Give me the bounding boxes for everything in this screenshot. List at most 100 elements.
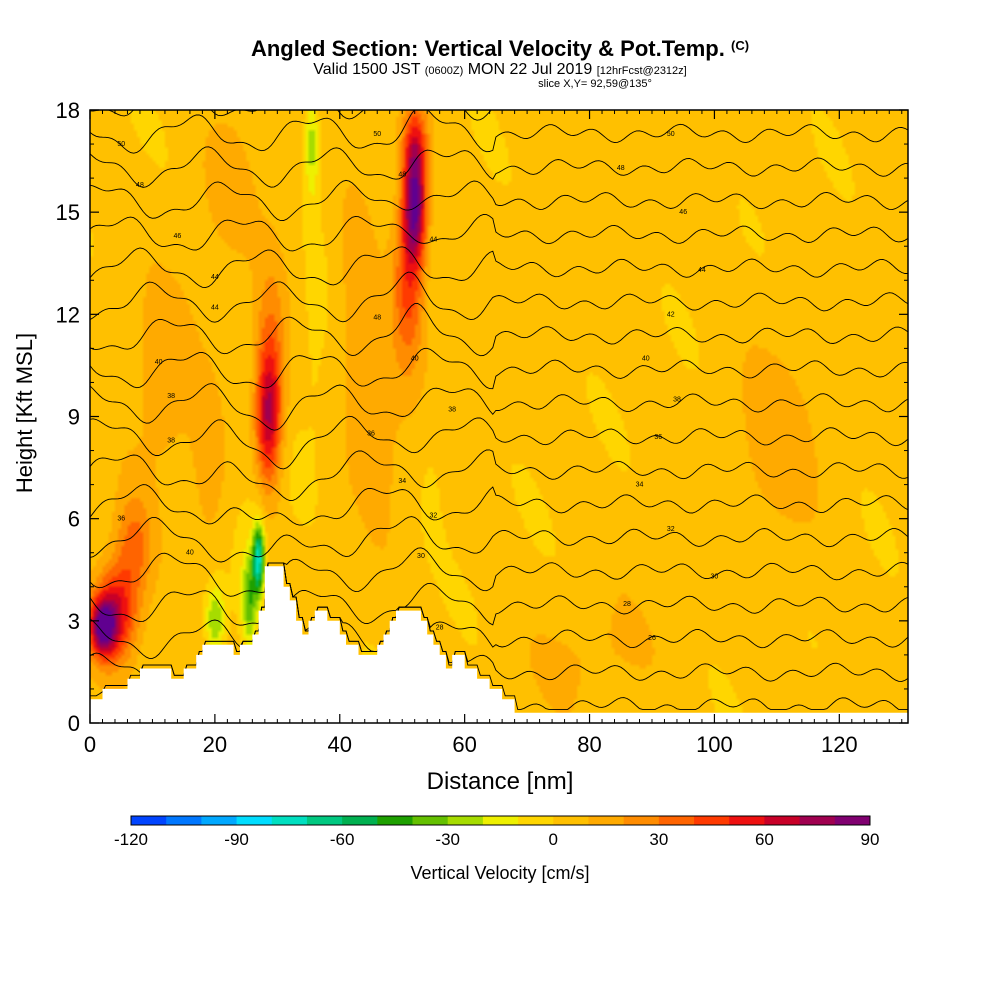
contour-line [90, 516, 908, 563]
contour-label: 26 [648, 635, 656, 642]
colorbar-tick-label: 0 [549, 830, 558, 849]
contour-line [90, 110, 492, 121]
contour-label: 32 [430, 512, 438, 519]
contour-line [90, 547, 908, 597]
y-tick-label: 18 [56, 98, 80, 123]
contour-label: 48 [617, 165, 625, 172]
contour-label: 50 [117, 141, 125, 148]
colorbar-swatch [306, 816, 343, 825]
contour-line [90, 383, 908, 431]
terrain-mask [90, 566, 908, 723]
contour-label: 30 [711, 574, 719, 581]
colorbar-swatch [764, 816, 801, 825]
colorbar-swatch [377, 816, 414, 825]
colorbar-label: Vertical Velocity [cm/s] [410, 863, 590, 883]
contour-label: 44 [430, 236, 438, 243]
contour-label: 34 [398, 478, 406, 485]
colorbar-tick-label: -120 [114, 830, 148, 849]
x-tick-label: 80 [577, 732, 601, 757]
colorbar-tick-label: 90 [861, 830, 880, 849]
chart-title: Angled Section: Vertical Velocity & Pot.… [250, 36, 750, 61]
colorbar-swatch [236, 816, 273, 825]
contour-line [90, 449, 908, 501]
colorbar-swatch [623, 816, 660, 825]
colorbar-swatch [729, 816, 765, 825]
colorbar-swatch [412, 816, 449, 825]
contour-line [90, 347, 908, 390]
contour-label: 46 [174, 233, 182, 240]
contour-label: 30 [417, 553, 425, 560]
contour-label: 48 [373, 315, 381, 322]
colorbar-tick-label: 30 [649, 830, 668, 849]
y-tick-label: 12 [56, 302, 80, 327]
valid-date: MON 22 Jul 2019 [467, 61, 593, 78]
x-tick-label: 0 [84, 732, 96, 757]
y-axis-label: Height [Kft MSL] [12, 332, 37, 494]
colorbar-swatch [588, 816, 625, 825]
contour-label: 38 [673, 396, 681, 403]
x-tick-label: 100 [696, 732, 733, 757]
contour-label: 36 [117, 516, 125, 523]
contour-line [90, 214, 908, 252]
contour-label: 44 [211, 305, 219, 312]
plot-area: 36 38 40 38 40 44 44 46 48 50 50 48 44 48 40 38 36 34 32 30… [90, 110, 908, 723]
contour-line [90, 146, 908, 188]
contour-line [90, 415, 908, 470]
contour-line [90, 562, 908, 659]
contour-label: 32 [667, 526, 675, 533]
valid-z: (0600Z) [424, 65, 464, 77]
y-tick-label: 9 [68, 405, 80, 430]
colorbar-swatch [271, 816, 308, 825]
contour-label: 38 [167, 437, 175, 444]
contour-label: 50 [667, 131, 675, 138]
contour-label: 38 [448, 407, 456, 414]
velocity-field [90, 110, 908, 723]
contour-line [90, 179, 908, 222]
colorbar-swatch [201, 816, 238, 825]
colorbar-tick-label: -30 [435, 830, 460, 849]
pot-temp-contours [90, 110, 908, 710]
forecast-note: [12hrFcst@2312z] [596, 65, 687, 77]
contour-label: 44 [211, 274, 219, 281]
colorbar-swatch [694, 816, 730, 825]
contour-line [90, 562, 908, 626]
x-axis-label: Distance [nm] [426, 768, 574, 795]
contour-label: 44 [698, 267, 706, 274]
contour-label: 48 [398, 172, 406, 179]
y-tick-label: 3 [68, 609, 80, 634]
contour-line [90, 484, 908, 526]
chart-title-tag: (C) [731, 38, 750, 53]
contour-line [90, 110, 908, 154]
colorbar-frame [130, 815, 871, 826]
contour-line [90, 246, 908, 289]
contour-label: 36 [367, 431, 375, 438]
contour-line [90, 303, 908, 357]
contour-label: 38 [167, 393, 175, 400]
colorbar-tick-label: -60 [330, 830, 355, 849]
x-tick-label: 40 [328, 732, 352, 757]
contour-label: 28 [623, 601, 631, 608]
contour-label: 48 [136, 182, 144, 189]
contour-label: 42 [667, 311, 675, 318]
contour-label: 40 [155, 359, 163, 366]
colorbar-swatch [834, 816, 871, 825]
x-tick-label: 20 [203, 732, 227, 757]
contour-line [90, 562, 908, 682]
x-tick-label: 120 [821, 732, 858, 757]
colorbar-swatch [553, 816, 589, 825]
contour-label: 40 [411, 356, 419, 363]
y-tick-label: 15 [56, 200, 80, 225]
colorbar-swatch [799, 816, 836, 825]
colorbar-swatch [342, 816, 378, 825]
colorbar: -120 -90 -60 -30 0 30 60 90 [114, 815, 880, 849]
y-tick-label: 0 [68, 711, 80, 736]
x-tick-label: 60 [452, 732, 476, 757]
contour-label: 46 [679, 209, 687, 216]
colorbar-swatch [658, 816, 695, 825]
colorbar-tick-label: 60 [755, 830, 774, 849]
contour-label: 40 [186, 550, 194, 557]
colorbar-tick-label: -90 [224, 830, 249, 849]
contour-label: 50 [373, 131, 381, 138]
contour-label: 28 [436, 625, 444, 632]
